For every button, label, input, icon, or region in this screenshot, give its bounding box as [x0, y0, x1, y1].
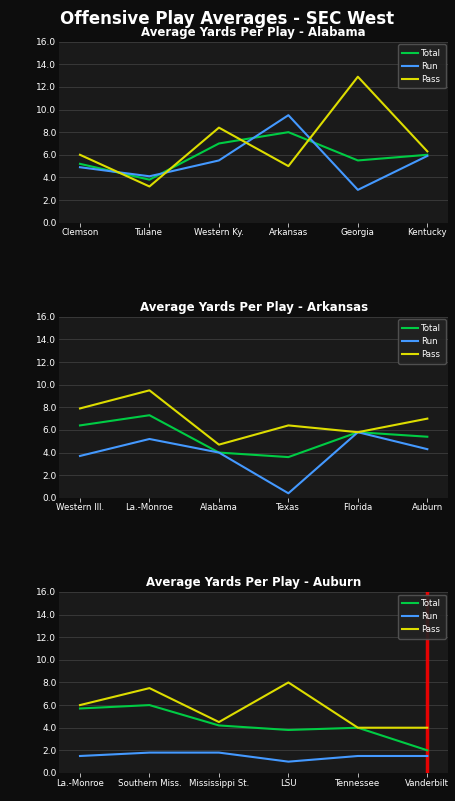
- Legend: Total, Run, Pass: Total, Run, Pass: [398, 44, 445, 88]
- Title: Average Yards Per Play - Alabama: Average Yards Per Play - Alabama: [142, 26, 366, 39]
- Title: Average Yards Per Play - Arkansas: Average Yards Per Play - Arkansas: [140, 301, 368, 314]
- Legend: Total, Run, Pass: Total, Run, Pass: [398, 320, 445, 364]
- Title: Average Yards Per Play - Auburn: Average Yards Per Play - Auburn: [146, 577, 361, 590]
- Legend: Total, Run, Pass: Total, Run, Pass: [398, 594, 445, 638]
- Text: Offensive Play Averages - SEC West: Offensive Play Averages - SEC West: [61, 10, 394, 28]
